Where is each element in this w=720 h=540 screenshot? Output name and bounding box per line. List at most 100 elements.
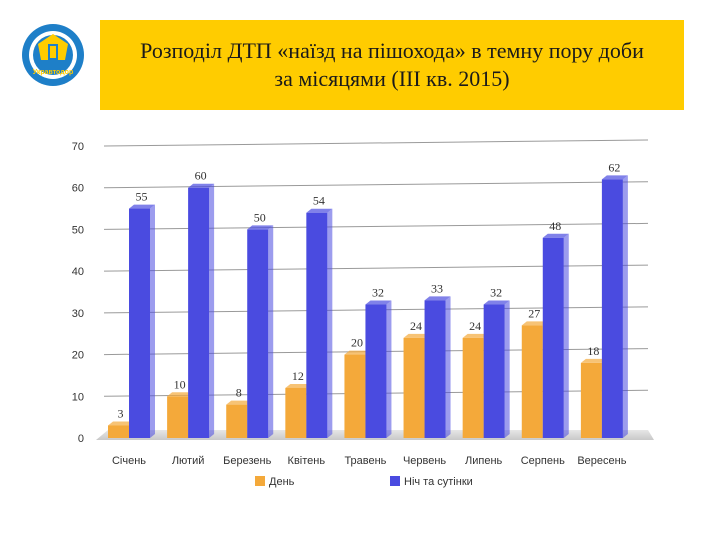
x-tick-label: Січень xyxy=(112,455,146,467)
y-tick-label: 0 xyxy=(78,433,84,445)
y-tick-label: 30 xyxy=(72,308,84,320)
bar-front xyxy=(344,354,366,438)
bar-side xyxy=(563,233,569,438)
x-axis: Січень Лютий Березень Квітень Травень Червень… xyxy=(112,455,627,467)
legend-item: Ніч та сутінки xyxy=(390,476,473,488)
bar-side xyxy=(445,296,451,438)
bar xyxy=(483,300,510,438)
data-label: 33 xyxy=(431,281,443,295)
x-tick-label: Червень xyxy=(403,455,446,467)
y-tick-label: 40 xyxy=(72,266,84,278)
bar-top xyxy=(344,350,371,355)
data-label: 32 xyxy=(372,286,384,300)
bar-top xyxy=(462,333,489,338)
bar-top xyxy=(129,204,155,209)
bar-front xyxy=(462,337,484,438)
bar-top xyxy=(226,400,253,405)
chart-title-line1: Розподіл ДТП «наїзд на пішохода» в темну… xyxy=(140,38,644,63)
y-axis: 0 10 20 30 40 50 60 70 xyxy=(72,141,84,445)
bar xyxy=(247,225,274,438)
bar-top xyxy=(167,392,194,397)
y-tick-label: 20 xyxy=(72,350,84,362)
bar-top xyxy=(403,333,430,338)
bar-front xyxy=(424,300,446,438)
bar xyxy=(188,183,215,438)
bar-side xyxy=(386,300,392,438)
bar-front xyxy=(226,404,248,438)
bar-front xyxy=(188,187,210,438)
data-label: 55 xyxy=(136,190,148,204)
y-tick-label: 10 xyxy=(72,391,84,403)
data-label: 60 xyxy=(195,169,207,183)
legend: День Ніч та сутінки xyxy=(255,476,473,488)
data-label: 24 xyxy=(469,319,481,333)
gridline xyxy=(103,181,649,189)
legend-label: Ніч та сутінки xyxy=(404,476,473,488)
x-tick-label: Березень xyxy=(223,455,271,467)
bar xyxy=(424,296,451,438)
bar-side xyxy=(268,225,274,438)
data-label: 3 xyxy=(118,406,124,420)
legend-swatch xyxy=(255,476,265,486)
bar-front xyxy=(580,362,602,438)
svg-text:Укравтодор: Укравтодор xyxy=(33,69,74,76)
bar xyxy=(129,204,155,438)
data-label: 54 xyxy=(313,194,325,208)
y-tick-label: 60 xyxy=(72,183,84,195)
bar-top xyxy=(365,300,392,305)
bar-front xyxy=(306,212,328,438)
bar xyxy=(601,175,628,438)
x-tick-label: Серпень xyxy=(521,455,565,467)
x-tick-label: Лютий xyxy=(172,455,205,467)
bar-top xyxy=(247,225,274,230)
bar-top xyxy=(188,183,215,188)
y-tick-label: 50 xyxy=(72,224,84,236)
bar-top xyxy=(424,296,451,301)
data-label: 20 xyxy=(351,336,363,350)
bar xyxy=(365,300,392,438)
bar-top xyxy=(483,300,510,305)
gridline xyxy=(103,222,649,230)
bar-front xyxy=(285,387,307,438)
bar-top xyxy=(285,383,312,388)
x-tick-label: Липень xyxy=(465,455,503,467)
chart-title-line2: за місяцями (III кв. 2015) xyxy=(274,66,510,91)
bar-front xyxy=(601,179,623,438)
bar-top xyxy=(580,358,607,363)
bar-front xyxy=(483,304,505,438)
legend-item: День xyxy=(255,476,295,488)
legend-swatch xyxy=(390,476,400,486)
bar-top xyxy=(521,321,548,326)
bar xyxy=(542,233,569,438)
bar-side xyxy=(209,183,215,438)
bar-front xyxy=(521,325,543,438)
data-label: 48 xyxy=(549,219,561,233)
bar-top xyxy=(601,175,628,180)
data-label: 24 xyxy=(410,319,422,333)
data-label: 27 xyxy=(528,306,540,320)
y-tick-label: 70 xyxy=(72,141,84,153)
data-label: 32 xyxy=(490,286,502,300)
logo: Укравтодор xyxy=(22,24,84,86)
data-label: 50 xyxy=(254,210,266,224)
bar-top xyxy=(108,421,134,426)
bar-top xyxy=(306,208,333,213)
bar-side xyxy=(327,208,333,438)
data-label: 62 xyxy=(608,160,620,174)
bar-front xyxy=(365,304,387,438)
bars xyxy=(108,175,628,438)
bar-front xyxy=(129,208,150,438)
bar-front xyxy=(403,337,425,438)
title-banner: Розподіл ДТП «наїзд на пішохода» в темну… xyxy=(100,20,684,110)
bar-chart: 0 10 20 30 40 50 60 70 3 55 10 60 8 50 12 54 20 32 24 33 24… xyxy=(72,139,654,488)
gridline xyxy=(103,139,649,147)
bar-front xyxy=(542,237,564,438)
data-label: 8 xyxy=(236,386,242,400)
data-label: 18 xyxy=(587,344,599,358)
bar-top xyxy=(542,233,569,238)
data-label: 10 xyxy=(174,377,186,391)
bar-front xyxy=(247,229,269,438)
x-tick-label: Квітень xyxy=(288,455,326,467)
bar-front xyxy=(167,396,189,438)
bar-front xyxy=(108,425,129,438)
